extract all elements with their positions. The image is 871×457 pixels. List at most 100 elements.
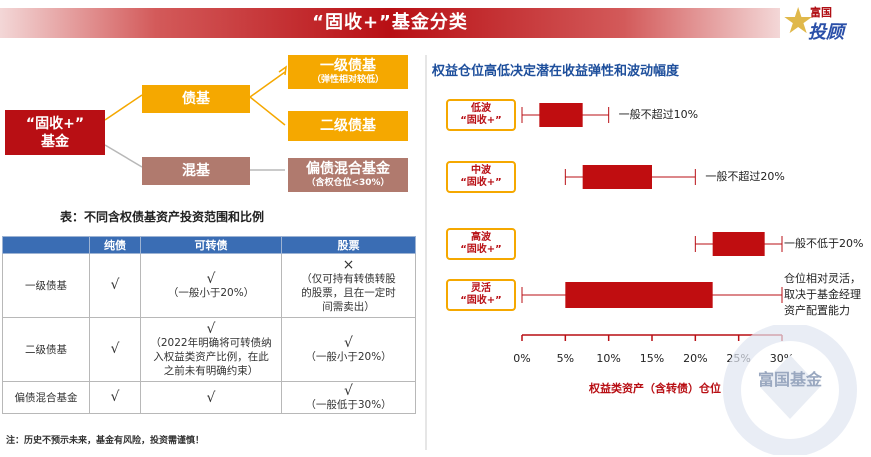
convertible-cell: √ <box>140 381 282 414</box>
check-mark: √ <box>110 277 120 293</box>
fund-table: 纯债 可转债 股票 一级债基 √ √ （一般小于20%） × （仅可持有转债转股 的股票，且… <box>2 236 416 414</box>
series-note: 一般不低于20% <box>784 236 863 252</box>
pure-bond-cell: √ <box>89 317 141 382</box>
series-note: 一般不超过10% <box>619 107 698 123</box>
check-mark: × <box>342 256 355 273</box>
x-tick-label: 10% <box>596 352 621 365</box>
series-note-line: 仓位相对灵活， <box>784 272 861 285</box>
cell-note: （2022年明确将可转债纳 <box>150 336 272 349</box>
stock-cell: × （仅可持有转债转股 的股票，且在一定时 间需卖出） <box>281 253 416 318</box>
level2-bond-node: 二级债基 <box>288 111 408 141</box>
mixed-bond-sub: （含权仓位<30%） <box>306 178 390 188</box>
series-label: 中波 “固收+” <box>446 161 516 193</box>
series-label-line: 低波 <box>471 103 491 114</box>
series-note-line: 资产配置能力 <box>784 304 850 317</box>
level1-bond-label: 一级债基 <box>320 58 376 74</box>
root-line1: “固收+” <box>25 115 85 132</box>
brand-logo: ★ 富国 投顾 <box>780 2 871 44</box>
x-axis-label: 权益类资产（含转债）仓位 <box>589 382 721 395</box>
x-tick-label: 0% <box>513 352 531 365</box>
x-tick-label: 20% <box>683 352 708 365</box>
series-label-line: “固收+” <box>460 115 502 126</box>
check-mark: √ <box>110 389 120 405</box>
check-mark: √ <box>344 382 353 399</box>
series-label: 低波 “固收+” <box>446 99 516 131</box>
cell-note: （一般小于20%） <box>305 350 392 363</box>
series-note: 一般不超过20% <box>705 169 784 185</box>
logo-text-big: 投顾 <box>808 22 844 43</box>
connector-root-mixed <box>104 144 143 168</box>
mixed-bond-node: 偏债混合基金 （含权仓位<30%） <box>288 158 408 192</box>
tree-connectors <box>104 65 287 171</box>
table-header-cell: 股票 <box>281 236 416 254</box>
check-mark: √ <box>206 389 216 406</box>
check-mark: √ <box>206 270 216 287</box>
root-node: “固收+” 基金 <box>5 110 105 155</box>
series-label: 高波 “固收+” <box>446 228 516 260</box>
cell-note: 的股票，且在一定时 <box>301 286 396 299</box>
cell-note: 之前未有明确约束） <box>163 364 259 377</box>
stock-cell: √ （一般小于20%） <box>281 317 416 382</box>
footnote: 注：历史不预示未来，基金有风险，投资需谨慎！ <box>6 436 205 446</box>
divider <box>425 55 427 450</box>
series-label-line: 中波 <box>471 165 491 176</box>
series-note: 仓位相对灵活， 取决于基金经理 资产配置能力 <box>784 271 861 319</box>
row-name-cell: 偏债混合基金 <box>2 381 90 414</box>
x-tick-label: 15% <box>639 352 665 365</box>
convertible-cell: √ （2022年明确将可转债纳 入权益类资产比例，在此 之前未有明确约束） <box>140 317 282 382</box>
series-label-line: 高波 <box>471 232 491 243</box>
bond-fund-label: 债基 <box>182 91 210 107</box>
series-label: 灵活 “固收+” <box>446 279 516 311</box>
level2-bond-label: 二级债基 <box>320 118 376 134</box>
series-note-line: 一般不超过20% <box>705 170 785 183</box>
pure-bond-cell: √ <box>89 253 141 318</box>
series-label-line: 灵活 <box>471 283 491 294</box>
table-row: 二级债基 √ √ （2022年明确将可转债纳 入权益类资产比例，在此 之前未有明确约束） √… <box>2 317 416 382</box>
range-box <box>539 103 583 127</box>
table-header-cell <box>2 236 90 254</box>
star-icon: ★ <box>782 1 815 42</box>
mixed-fund-node: 混基 <box>142 157 250 185</box>
chart-title: 权益仓位高低决定潜在收益弹性和波动幅度 <box>432 64 680 79</box>
range-box <box>565 282 713 308</box>
cell-note: （一般小于20%） <box>167 286 255 299</box>
table-caption: 表：不同含权债基资产投资范围和比例 <box>60 210 265 224</box>
table-header-cell: 纯债 <box>89 236 141 254</box>
series-note-line: 一般不低于20% <box>784 237 864 250</box>
stock-cell: √ （一般低于30%） <box>281 381 416 414</box>
table-row: 偏债混合基金 √ √ √ （一般低于30%） <box>2 381 416 414</box>
convertible-cell: √ （一般小于20%） <box>140 253 282 318</box>
series-note-line: 一般不超过10% <box>618 108 699 121</box>
series-label-line: “固收+” <box>460 244 502 255</box>
pure-bond-cell: √ <box>89 381 141 414</box>
cell-text: 偏债混合基金 <box>14 391 78 404</box>
cell-text: 一级债基 <box>25 279 67 292</box>
check-mark: √ <box>344 334 353 351</box>
level1-bond-sub: （弹性相对较低） <box>311 75 384 85</box>
cell-note: 间需卖出） <box>322 300 375 313</box>
cell-note: 入权益类资产比例，在此 <box>153 350 269 363</box>
watermark-text: 富国基金 <box>758 370 823 389</box>
check-mark: √ <box>110 341 120 357</box>
connector-bond-children <box>249 71 286 126</box>
table-row: 一级债基 √ √ （一般小于20%） × （仅可持有转债转股 的股票，且在一定时 间需卖出） <box>2 253 416 318</box>
bond-fund-node: 债基 <box>142 85 250 113</box>
watermark-logo: 富国基金 <box>723 325 857 455</box>
level1-bond-node: 一级债基 （弹性相对较低） <box>288 55 408 89</box>
check-mark: √ <box>206 320 216 337</box>
mixed-fund-label: 混基 <box>182 163 210 179</box>
title-banner <box>0 8 780 38</box>
range-box <box>582 165 652 189</box>
row-name-cell: 二级债基 <box>2 317 90 382</box>
table-header-row: 纯债 可转债 股票 <box>2 236 416 254</box>
cell-note: （仅可持有转债转股 <box>301 272 396 285</box>
logo-text-small: 富国 <box>810 6 832 19</box>
connector-root-bond <box>104 94 143 121</box>
cell-text: 二级债基 <box>25 343 67 356</box>
cell-note: （一般低于30%） <box>305 398 392 411</box>
series-label-line: “固收+” <box>460 295 502 306</box>
series-note-line: 取决于基金经理 <box>784 288 861 301</box>
page-title: “固收+”基金分类 <box>312 12 468 33</box>
range-box <box>712 232 765 256</box>
mixed-bond-label: 偏债混合基金 <box>306 161 390 177</box>
